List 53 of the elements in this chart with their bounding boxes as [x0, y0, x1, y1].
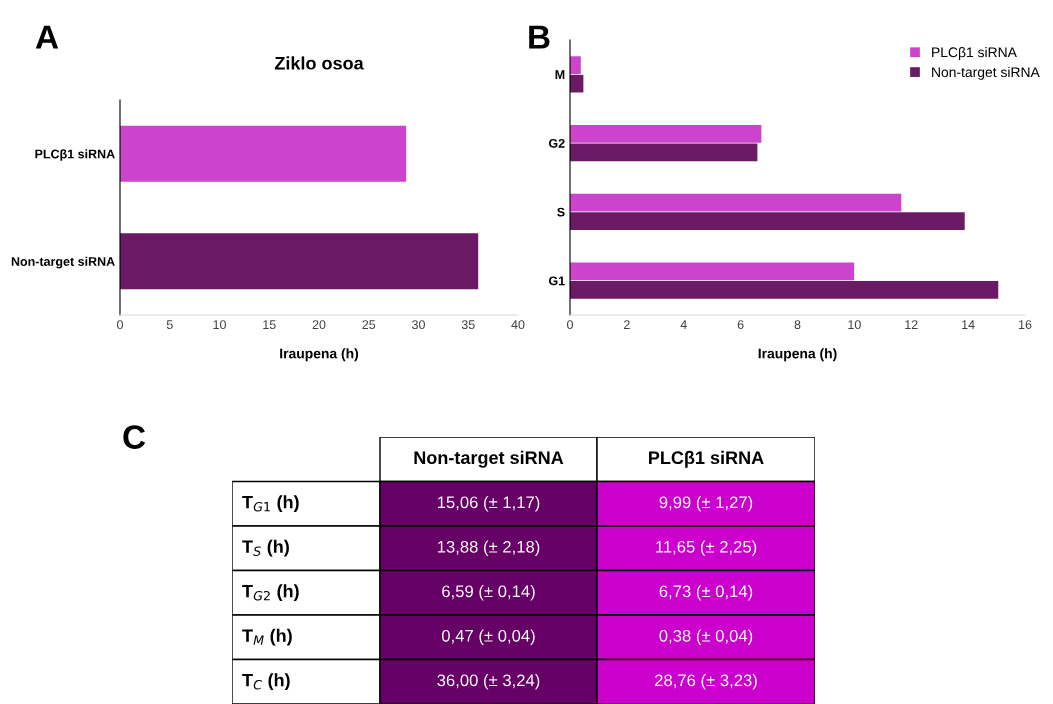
x-tick-label: 8	[794, 320, 801, 330]
category-label: T$_{M}$ (h)	[242, 628, 292, 646]
y-tick-label: M	[555, 70, 565, 79]
x-tick-label: 30	[412, 320, 425, 330]
x-tick-label: 4	[680, 320, 687, 329]
y-tick-label: S	[557, 207, 565, 217]
data-label: 0,38 (± 0,04)	[659, 629, 753, 646]
bar	[570, 212, 965, 230]
text: C	[123, 425, 146, 449]
x-tick-label: 5	[166, 320, 173, 330]
data-label: 36,00 (± 3,24)	[437, 673, 540, 690]
x-tick-label: 0	[117, 320, 123, 330]
category-label: T$_{G2}$ (h)	[242, 584, 299, 602]
data-label: 15,06 (± 1,17)	[437, 495, 540, 512]
data-label: 0,47 (± 0,04)	[441, 629, 535, 646]
category-label: T$_{S}$ (h)	[242, 539, 289, 557]
x-tick-label: 2	[624, 320, 630, 329]
chart-title: Ziklo osoa	[274, 56, 364, 70]
x-tick-label: 20	[312, 320, 326, 330]
y-tick-label: G2	[548, 138, 565, 148]
data-label: 6,59 (± 0,14)	[442, 584, 535, 601]
bar	[570, 262, 855, 281]
x-axis-title: Iraupena (h)	[280, 348, 359, 362]
x-tick-label: 25	[362, 320, 376, 330]
legend-label: PLCβ1 siRNA	[932, 47, 1017, 60]
bar	[570, 125, 762, 143]
x-tick-label: 40	[511, 320, 525, 330]
bar	[570, 193, 902, 212]
x-tick-label: 12	[905, 320, 918, 329]
bar	[570, 143, 758, 162]
data-label: 28,76 (± 3,23)	[655, 673, 757, 690]
x-tick-label: 10	[848, 320, 861, 330]
text: B	[529, 25, 550, 49]
data-label: 13,88 (± 2,18)	[437, 540, 540, 557]
x-tick-label: 6	[737, 320, 744, 330]
bar	[570, 281, 999, 299]
category-label: T$_{C}$ (h)	[242, 673, 290, 691]
category-label: T$_{G1}$ (h)	[242, 495, 299, 513]
x-tick-label: 15	[263, 320, 276, 330]
x-axis-title: Iraupena (h)	[758, 348, 837, 362]
bar	[570, 56, 581, 74]
x-tick-label: 0	[567, 320, 573, 330]
data-label: 6,73 (± 0,14)	[659, 584, 753, 601]
series-label: PLCβ1 siRNA	[649, 450, 764, 468]
x-tick-label: 10	[213, 320, 226, 330]
legend-label: Non-target siRNA	[932, 66, 1040, 80]
text: A	[35, 25, 59, 49]
data-label: 9,99 (± 1,27)	[659, 495, 753, 512]
x-tick-label: 35	[461, 320, 475, 330]
x-tick-label: 14	[962, 320, 975, 329]
data-label: 11,65 (± 2,25)	[656, 540, 757, 557]
x-tick-label: 16	[1019, 320, 1032, 330]
y-tick-label: G1	[548, 276, 565, 286]
